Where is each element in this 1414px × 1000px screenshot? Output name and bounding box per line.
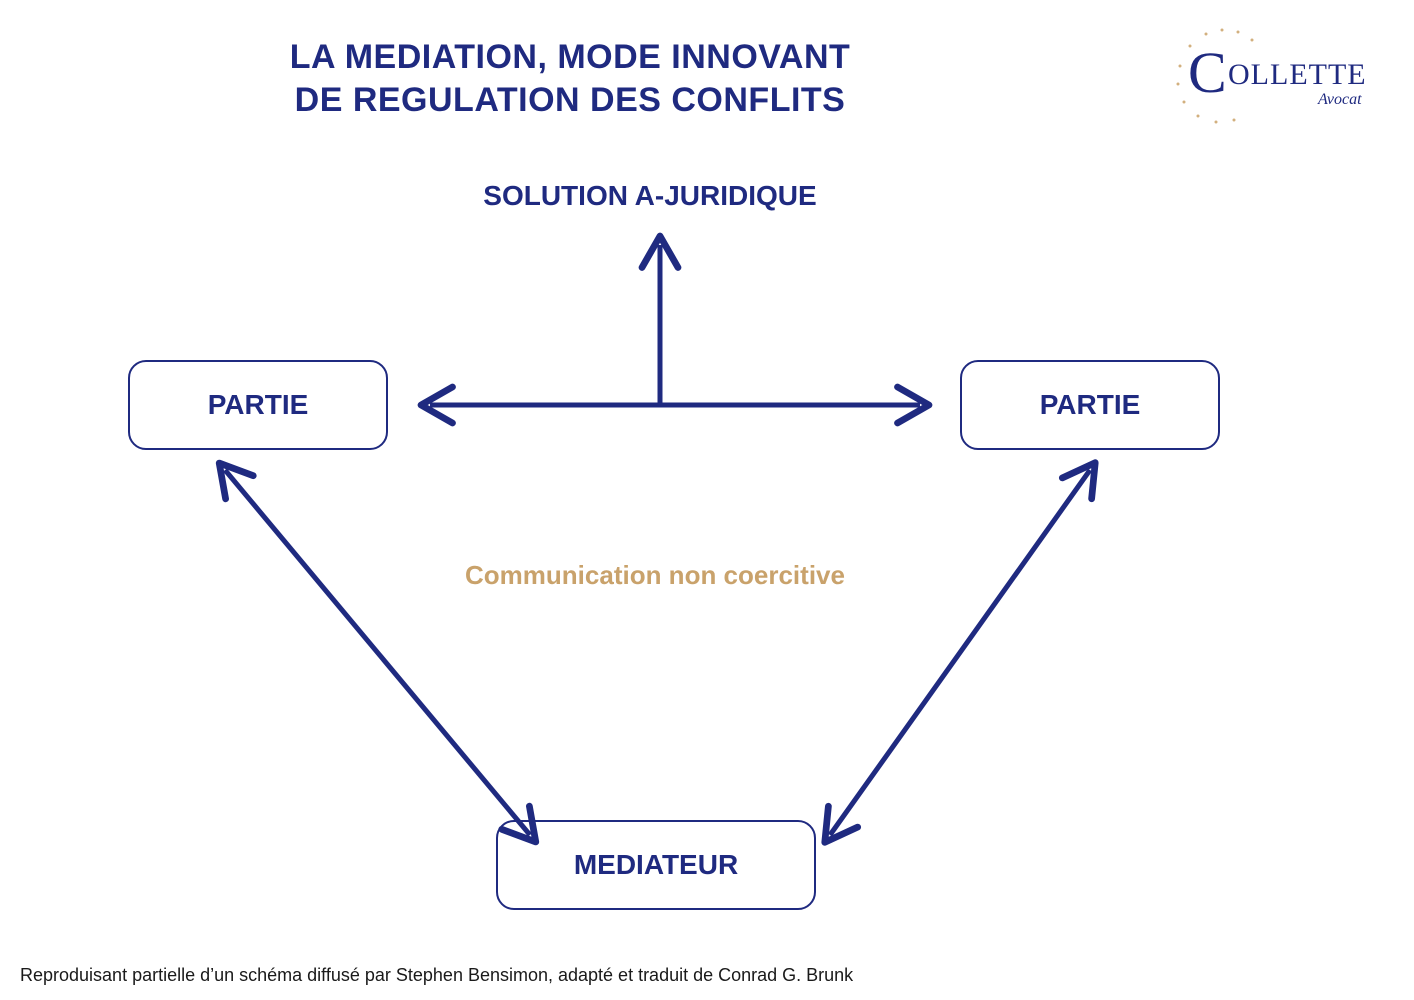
diagram-arrows [0,0,1414,1000]
logo-cap: C [1188,40,1227,105]
logo: C OLLETTE Avocat [1170,22,1390,137]
logo-sub: Avocat [1317,91,1362,108]
arrow-diag-left [225,470,530,835]
footer-credit: Reproduisant partielle d’un schéma diffu… [20,965,853,986]
arrow-diag-right [830,470,1090,835]
logo-main: OLLETTE [1228,58,1367,91]
logo-svg: C OLLETTE Avocat [1170,22,1390,132]
